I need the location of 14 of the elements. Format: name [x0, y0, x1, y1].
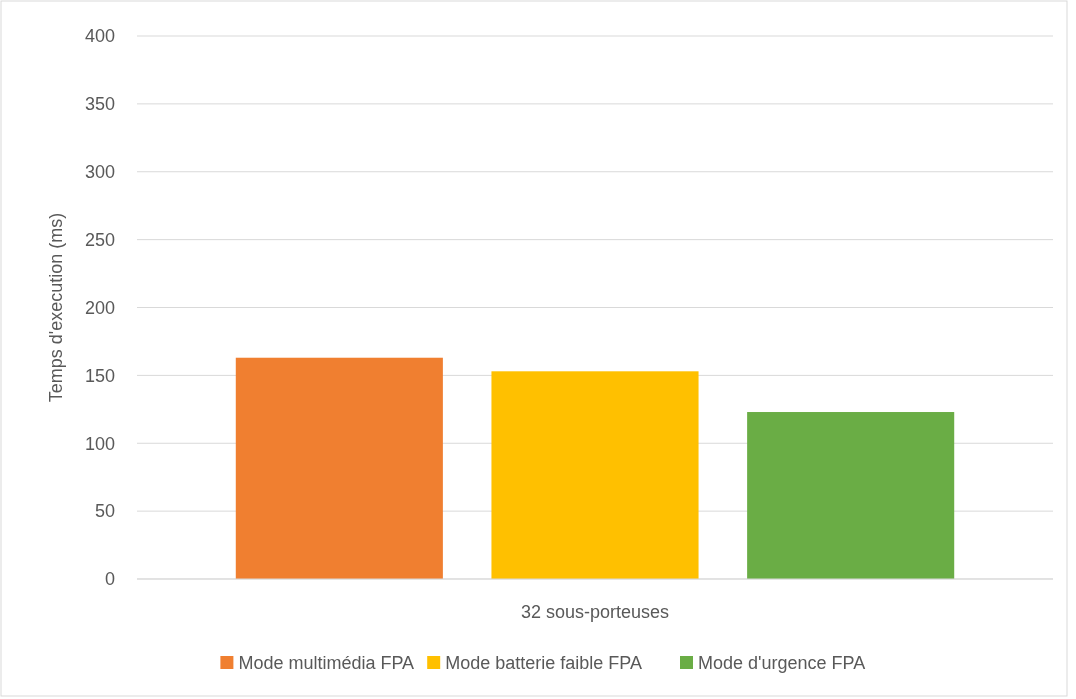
y-tick-label: 300 — [84, 162, 115, 183]
legend-label: Mode d'urgence FPA — [698, 653, 866, 674]
legend-label: Mode multimédia FPA — [238, 653, 415, 674]
y-tick-label: 400 — [84, 26, 115, 47]
y-tick-label: 250 — [84, 229, 115, 250]
y-tick-label: 0 — [104, 569, 115, 590]
y-tick-label: 50 — [94, 501, 115, 522]
y-tick-label: 200 — [84, 297, 115, 318]
y-tick-label: 150 — [84, 365, 115, 386]
y-tick-label: 350 — [84, 94, 115, 115]
legend-label: Mode batterie faible FPA — [445, 653, 642, 674]
y-tick-label: 100 — [84, 433, 115, 454]
y-axis-title: Temps d'execution (ms) — [46, 212, 66, 403]
x-tick-label: 32 sous-porteuses — [520, 602, 670, 622]
